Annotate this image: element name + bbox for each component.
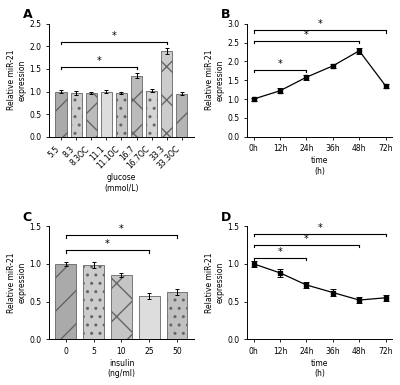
X-axis label: insulin
(ng/ml): insulin (ng/ml) (108, 359, 136, 378)
X-axis label: time
(h): time (h) (311, 156, 328, 176)
Text: *: * (317, 223, 322, 233)
Bar (161, 51, 172, 137)
Bar (86, 93, 97, 137)
Bar (116, 93, 127, 137)
Bar (101, 92, 112, 137)
Text: D: D (221, 211, 231, 224)
Text: A: A (23, 8, 32, 21)
Bar (139, 296, 160, 339)
X-axis label: time
(h): time (h) (311, 359, 328, 378)
Bar (146, 90, 157, 137)
Bar (176, 94, 188, 137)
Text: *: * (96, 55, 101, 65)
Bar (111, 275, 132, 339)
Text: *: * (317, 19, 322, 29)
Text: *: * (278, 59, 282, 69)
Bar (56, 92, 67, 137)
Y-axis label: Relative miR-21
expression: Relative miR-21 expression (7, 50, 26, 110)
Bar (70, 93, 82, 137)
Bar (166, 292, 188, 339)
Bar (83, 265, 104, 339)
Text: B: B (221, 8, 230, 21)
Text: *: * (304, 234, 309, 244)
Text: *: * (119, 224, 124, 234)
Y-axis label: Relative miR-21
expression: Relative miR-21 expression (205, 50, 224, 110)
X-axis label: glucose
(mmol/L): glucose (mmol/L) (104, 173, 139, 193)
Text: *: * (112, 31, 116, 41)
Text: *: * (105, 239, 110, 249)
Bar (56, 264, 76, 339)
Text: C: C (23, 211, 32, 224)
Y-axis label: Relative miR-21
expression: Relative miR-21 expression (205, 253, 224, 313)
Bar (131, 76, 142, 137)
Text: *: * (304, 30, 309, 40)
Y-axis label: Relative miR-21
expression: Relative miR-21 expression (7, 253, 26, 313)
Text: *: * (278, 247, 282, 257)
